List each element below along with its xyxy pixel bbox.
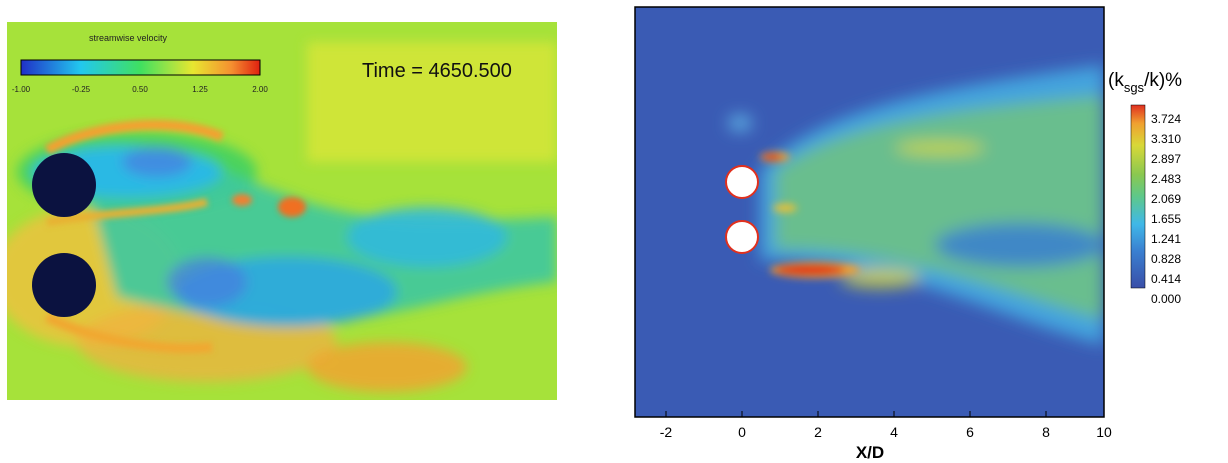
colorbar-tick-label: -1.00 [12, 85, 31, 94]
x-tick-label: 6 [966, 424, 974, 440]
ksgs-contour-plot: -2 0 2 4 6 8 10 X/D (ksgs/k)% 3.724 3.31… [634, 6, 1182, 462]
x-axis [665, 411, 1105, 417]
plot-frame [634, 6, 1105, 418]
velocity-contour-plot: streamwise velocity -1.00 -0.25 0.50 1.2… [7, 22, 557, 400]
legend-tick-label: 0.828 [1151, 252, 1181, 266]
velocity-field-shear-layers [44, 119, 306, 354]
time-label: Time = 4650.500 [362, 60, 512, 82]
upper-cylinder [32, 153, 96, 217]
ksgs-wake-region [728, 65, 1104, 345]
legend-tick-label: 2.069 [1151, 192, 1181, 206]
lower-cylinder [32, 253, 96, 317]
legend-tick-label: 1.241 [1151, 232, 1181, 246]
x-tick-label: 10 [1096, 424, 1112, 440]
legend-tick-label: 0.414 [1151, 272, 1181, 286]
upper-cylinder [725, 165, 759, 199]
legend-tick-label: 2.897 [1151, 152, 1181, 166]
x-tick-label: -2 [660, 424, 673, 440]
legend-colorbar [1130, 104, 1146, 289]
velocity-colorbar [20, 59, 261, 76]
legend-tick-label: 0.000 [1151, 292, 1181, 306]
legend-title-prefix: (k [1108, 70, 1124, 91]
legend-tick-label: 3.310 [1151, 132, 1181, 146]
x-tick-label: 4 [890, 424, 898, 440]
colorbar-tick-label: 2.00 [252, 85, 268, 94]
x-axis-label: X/D [856, 443, 884, 462]
lower-cylinder [725, 220, 759, 254]
velocity-field-structures [7, 42, 557, 392]
legend-title-suffix: /k)% [1144, 70, 1182, 91]
legend-title-subscript: sgs [1124, 80, 1145, 95]
x-tick-label: 8 [1042, 424, 1050, 440]
legend-tick-label: 2.483 [1151, 172, 1181, 186]
colorbar-title: streamwise velocity [89, 33, 168, 43]
legend-title: (ksgs/k)% [1108, 70, 1182, 95]
colorbar-tick-label: 0.50 [132, 85, 148, 94]
legend-tick-label: 1.655 [1151, 212, 1181, 226]
colorbar-tick-label: -0.25 [72, 85, 91, 94]
legend-tick-label: 3.724 [1151, 112, 1181, 126]
colorbar-tick-label: 1.25 [192, 85, 208, 94]
ksgs-shear-peaks [760, 152, 860, 278]
x-tick-label: 2 [814, 424, 822, 440]
x-tick-label: 0 [738, 424, 746, 440]
